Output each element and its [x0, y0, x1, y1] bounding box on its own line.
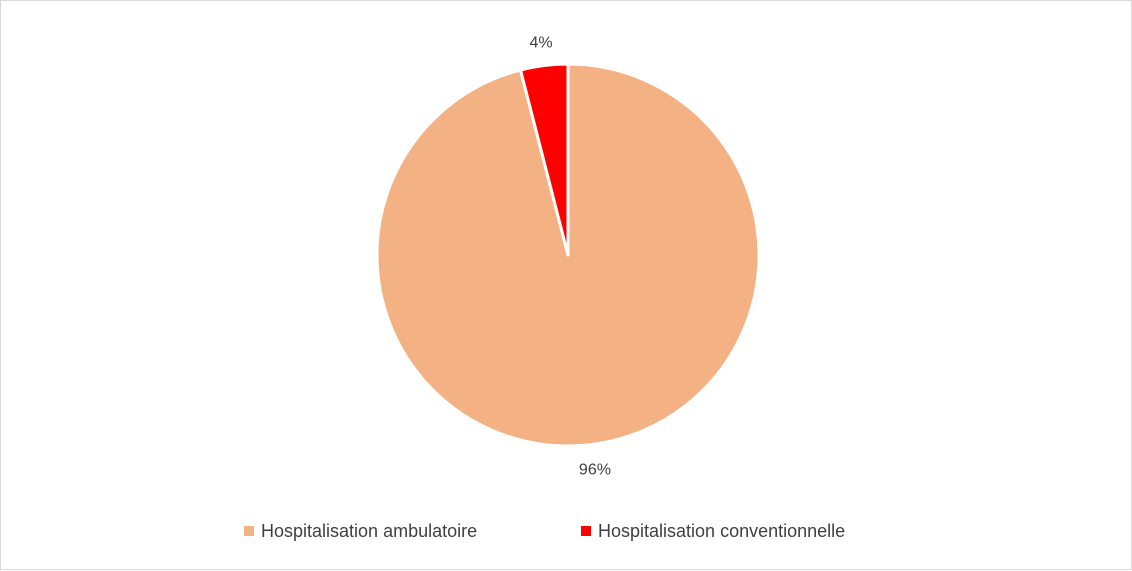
pie-slices — [375, 62, 761, 448]
legend-swatch-hospitalisation-conventionnelle — [581, 526, 591, 536]
legend-label-hospitalisation-conventionnelle: Hospitalisation conventionnelle — [598, 521, 845, 541]
data-label-hospitalisation-ambulatoire: 96% — [579, 461, 611, 478]
pie-data-labels: 96% 4% — [529, 35, 610, 479]
pie-slice-hospitalisation-conventionnelle — [519, 62, 570, 257]
legend-swatch-hospitalisation-ambulatoire — [244, 526, 254, 536]
legend-label-hospitalisation-ambulatoire: Hospitalisation ambulatoire — [261, 521, 477, 541]
legend: Hospitalisation ambulatoire Hospitalisati… — [244, 521, 845, 541]
data-label-hospitalisation-conventionnelle: 4% — [529, 35, 552, 52]
